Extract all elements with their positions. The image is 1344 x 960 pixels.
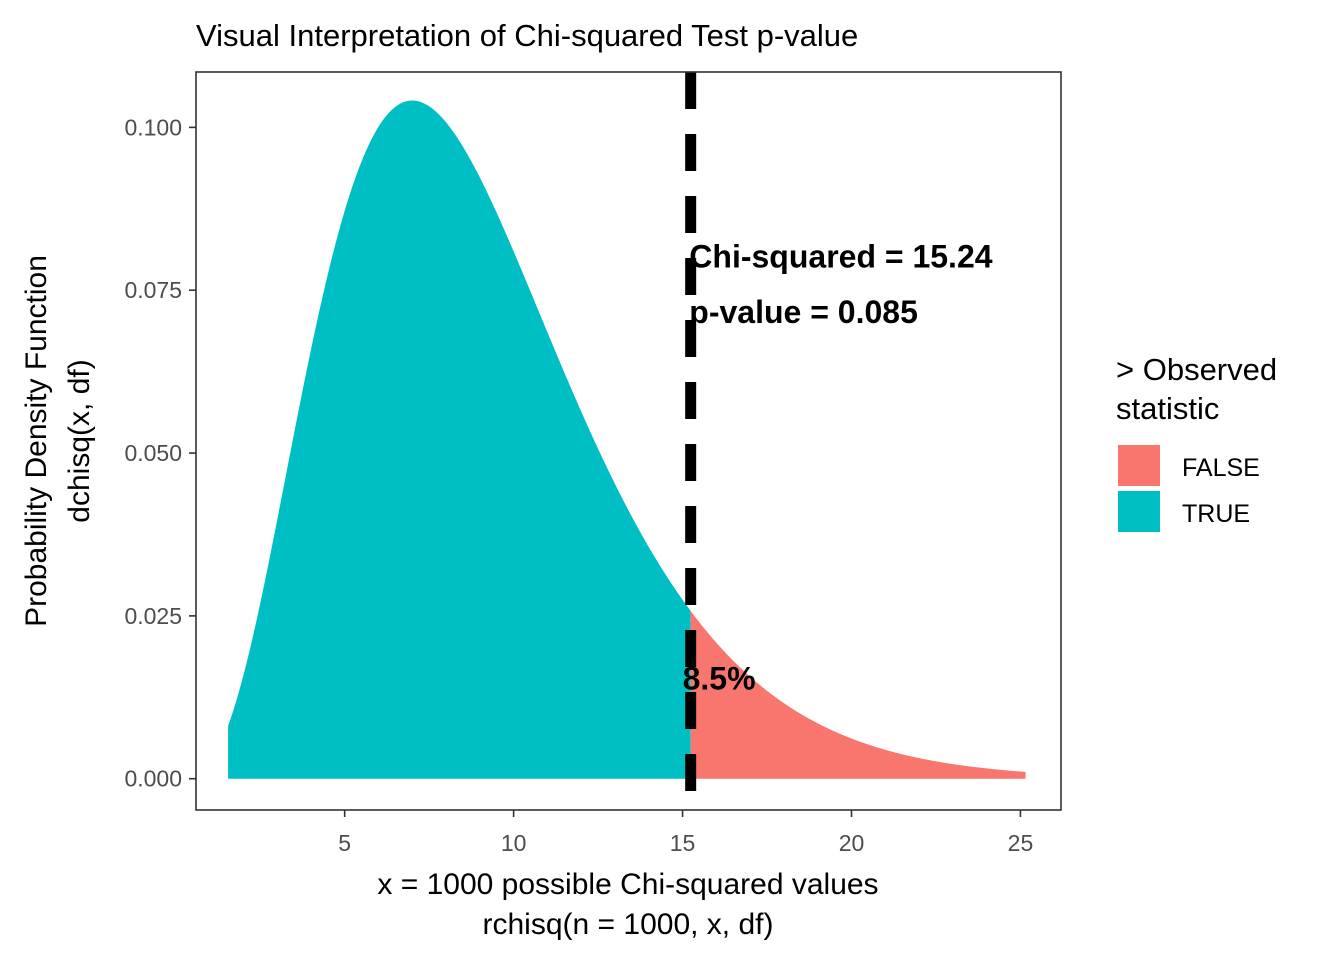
- legend-key-true: [1118, 491, 1160, 532]
- x-axis-title-line-1: x = 1000 possible Chi-squared values: [377, 868, 878, 901]
- density-areas: [228, 100, 1026, 779]
- x-axis-title: x = 1000 possible Chi-squared values rch…: [377, 868, 878, 941]
- x-tick-label: 5: [338, 830, 351, 856]
- x-tick-label: 25: [1008, 830, 1034, 856]
- legend: > Observed statistic FALSE TRUE: [1116, 352, 1277, 532]
- y-axis-title-line-1: Probability Density Function: [20, 255, 53, 627]
- y-tick-label: 0.100: [124, 114, 182, 140]
- plot-area: Chi-squared = 15.24 p-value = 0.085 8.5%: [195, 71, 1062, 811]
- annotation-3: 8.5%: [683, 661, 756, 697]
- y-axis-title: Probability Density Function dchisq(x, d…: [20, 255, 96, 627]
- legend-title-line-1: > Observed: [1116, 352, 1277, 387]
- legend-title-line-2: statistic: [1116, 391, 1219, 426]
- legend-key-false: [1118, 445, 1160, 486]
- plot-title: Visual Interpretation of Chi-squared Tes…: [196, 18, 858, 53]
- legend-label-true: TRUE: [1182, 500, 1250, 528]
- area-false: [690, 610, 1026, 779]
- x-tick-label: 10: [501, 830, 527, 856]
- x-axis-title-line-2: rchisq(n = 1000, x, df): [483, 908, 774, 941]
- legend-items: FALSE TRUE: [1118, 445, 1260, 532]
- x-tick-label: 20: [839, 830, 865, 856]
- x-tick-label: 15: [670, 830, 696, 856]
- legend-label-false: FALSE: [1182, 454, 1260, 482]
- annotations: Chi-squared = 15.24 p-value = 0.085 8.5%: [683, 238, 993, 696]
- y-tick-label: 0.050: [124, 440, 182, 466]
- y-tick-label: 0.000: [124, 766, 182, 792]
- annotation-1: Chi-squared = 15.24: [689, 238, 992, 274]
- y-tick-label: 0.075: [124, 277, 182, 303]
- y-axis: 0.000 0.025 0.050 0.075 0.100: [124, 114, 196, 792]
- panel-border: [195, 71, 1062, 811]
- area-true: [228, 100, 691, 779]
- annotation-2: p-value = 0.085: [689, 294, 918, 330]
- y-tick-label: 0.025: [124, 603, 182, 629]
- y-axis-title-line-2: dchisq(x, df): [63, 359, 96, 522]
- x-axis: 5 10 15 20 25: [338, 810, 1033, 856]
